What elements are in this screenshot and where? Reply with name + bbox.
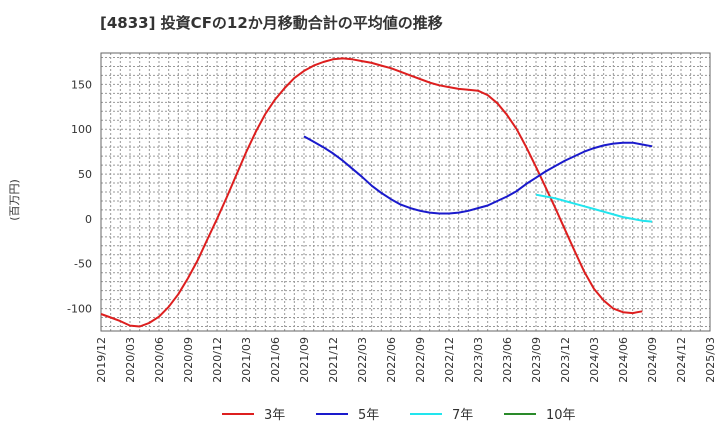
x-tick-label: 2024/03 <box>588 337 601 383</box>
x-tick-label: 2019/12 <box>95 337 108 383</box>
y-axis-label: (百万円) <box>8 179 21 221</box>
legend-label: 7年 <box>452 408 473 423</box>
y-tick-label: 0 <box>85 213 92 226</box>
x-axis: 2019/12 2020/03 2020/06 2020/09 2020/12 2021/… <box>95 337 717 383</box>
x-tick-label: 2023/09 <box>530 337 543 383</box>
y-tick-label: -50 <box>74 258 92 271</box>
series-line-3年 <box>100 57 643 328</box>
x-tick-label: 2020/03 <box>124 337 137 383</box>
series-line-7年 <box>535 193 653 223</box>
y-tick-label: -100 <box>67 303 92 316</box>
x-tick-label: 2022/06 <box>385 337 398 383</box>
series-line-5年 <box>303 135 653 215</box>
x-tick-label: 2022/03 <box>356 337 369 383</box>
x-tick-label: 2023/06 <box>501 337 514 383</box>
y-axis: -100 -50 0 50 100 150 <box>67 78 92 315</box>
legend-label: 5年 <box>358 408 379 423</box>
plot-frame <box>100 52 711 332</box>
x-tick-label: 2021/09 <box>298 337 311 383</box>
x-tick-label: 2024/12 <box>675 337 688 383</box>
x-tick-label: 2023/12 <box>559 337 572 383</box>
legend-label: 3年 <box>264 408 285 423</box>
legend-label: 10年 <box>546 408 576 423</box>
x-tick-label: 2022/12 <box>443 337 456 383</box>
chart-title: [4833] 投資CFの12か月移動合計の平均値の推移 <box>100 14 443 32</box>
x-tick-label: 2024/09 <box>646 337 659 383</box>
grid <box>100 53 711 331</box>
x-tick-label: 2020/09 <box>182 337 195 383</box>
x-tick-label: 2022/09 <box>414 337 427 383</box>
y-tick-label: 100 <box>71 123 92 136</box>
x-tick-label: 2021/03 <box>240 337 253 383</box>
x-tick-label: 2020/12 <box>211 337 224 383</box>
series-lines <box>100 57 653 328</box>
x-tick-label: 2021/06 <box>269 337 282 383</box>
x-tick-label: 2024/06 <box>617 337 630 383</box>
y-tick-label: 150 <box>71 78 92 91</box>
legend: 3年 5年 7年 10年 <box>222 408 576 423</box>
x-tick-label: 2021/12 <box>327 337 340 383</box>
x-tick-label: 2020/06 <box>153 337 166 383</box>
y-tick-label: 50 <box>78 168 92 181</box>
x-tick-label: 2023/03 <box>472 337 485 383</box>
x-tick-label: 2025/03 <box>704 337 717 383</box>
